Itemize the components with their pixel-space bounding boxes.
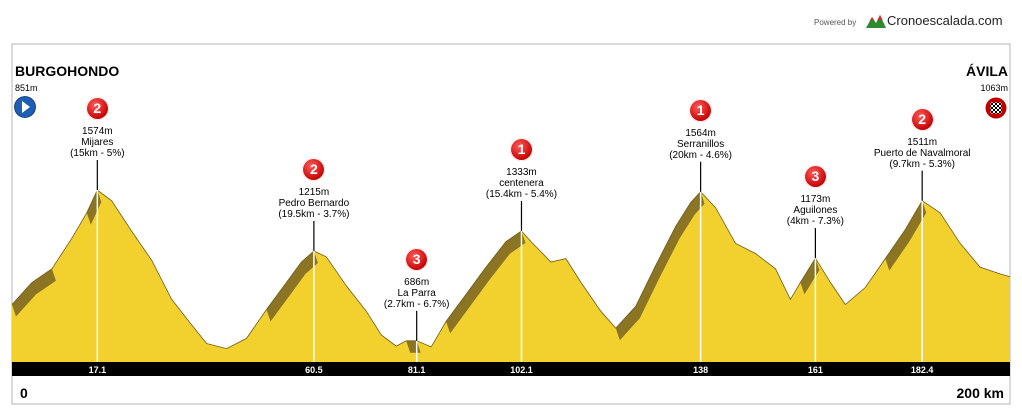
climb-name: Aguilones: [793, 205, 838, 217]
start-elevation: 851m: [15, 83, 38, 93]
climb-label-2: 1215m Pedro Bernardo (19.5km - 3.7%): [244, 187, 384, 220]
climb-category-badge: 3: [803, 165, 827, 189]
powered-by-text: Powered by: [814, 18, 857, 27]
climb-elevation: 686m: [404, 276, 430, 288]
profile-area: [12, 190, 1010, 362]
climb-detail: (19.5km - 3.7%): [278, 208, 350, 220]
distance-tick-label: 81.1: [408, 365, 426, 375]
climb-label-1: 1574m Mijares (15km - 5%): [27, 126, 167, 159]
climb-elevation: 1173m: [800, 194, 831, 206]
climb-slope-band-5: [615, 191, 705, 341]
climb-name: Mijares: [81, 137, 114, 148]
axis-end-label: 200 km: [957, 385, 1004, 401]
climb-elevation: 1333m: [506, 166, 537, 178]
mountain-logo-icon: [866, 15, 886, 28]
climb-detail: (15km - 5%): [70, 148, 125, 159]
climb-category-badge: 1: [689, 98, 713, 122]
climb-detail: (20km - 4.6%): [669, 149, 732, 161]
distance-tick-label: 60.5: [305, 365, 323, 375]
profile-outline: [11, 189, 1011, 350]
brand-name[interactable]: Cronoescalada.com: [887, 13, 1003, 28]
climb-label-5: 1564m Serranillos (20km - 4.6%): [631, 128, 771, 161]
distance-tick-label: 182.4: [911, 365, 934, 375]
climb-category-badge: 2: [85, 97, 109, 120]
distance-axis-bar: [12, 362, 1010, 376]
distance-tick-label: 17.1: [89, 365, 107, 375]
start-place-name: BURGOHONDO: [15, 63, 120, 79]
profile-layer: [11, 189, 1011, 362]
climb-category-badge: 1: [509, 137, 533, 161]
climb-label-7: 1511m Puerto de Navalmoral (9.7km - 5.3%): [852, 137, 992, 170]
climb-name: centenera: [499, 177, 544, 189]
climb-detail: (15.4km - 5.4%): [485, 188, 558, 200]
climb-detail: (2.7km - 6.7%): [383, 298, 450, 310]
climb-name: Pedro Bernardo: [278, 197, 350, 209]
start-play-icon: [14, 96, 36, 118]
finish-flag-icon: [985, 97, 1007, 119]
climb-name: Puerto de Navalmoral: [873, 147, 971, 159]
tick-layer: 17.1 60.5 81.1 102.1 138 161 182.4: [89, 160, 934, 375]
axis-start-label: 0: [20, 385, 28, 401]
climb-category-badge: 3: [405, 247, 429, 271]
climb-detail: (4km - 7.3%): [786, 216, 844, 228]
distance-tick-label: 138: [693, 365, 708, 375]
climb-slope-band-7: [885, 200, 927, 271]
start-slope-band: [12, 268, 56, 317]
finish-elevation: 1063m: [980, 83, 1008, 93]
distance-tick-label: 161: [808, 365, 823, 375]
climb-slope-band-2: [266, 251, 318, 322]
climb-elevation: 1564m: [685, 127, 716, 139]
distance-tick-label: 102.1: [510, 365, 533, 375]
climb-category-badge: 2: [302, 157, 326, 181]
finish-place-name: ÁVILA: [966, 63, 1008, 79]
climb-label-6: 1173m Aguilones (4km - 7.3%): [745, 194, 885, 227]
climb-elevation: 1511m: [907, 136, 938, 148]
climb-name: Serranillos: [676, 138, 725, 150]
climb-slope-band-4: [446, 230, 526, 334]
climb-detail: (9.7km - 5.3%): [889, 158, 955, 170]
climb-label-4: 1333m centenera (15.4km - 5.4%): [451, 167, 591, 200]
climb-elevation: 1574m: [82, 126, 113, 137]
climb-label-3: 686m La Parra (2.7km - 6.7%): [347, 277, 487, 310]
climb-name: La Parra: [397, 287, 436, 299]
climb-elevation: 1215m: [298, 186, 330, 198]
climb-category-badge: 2: [910, 107, 934, 131]
